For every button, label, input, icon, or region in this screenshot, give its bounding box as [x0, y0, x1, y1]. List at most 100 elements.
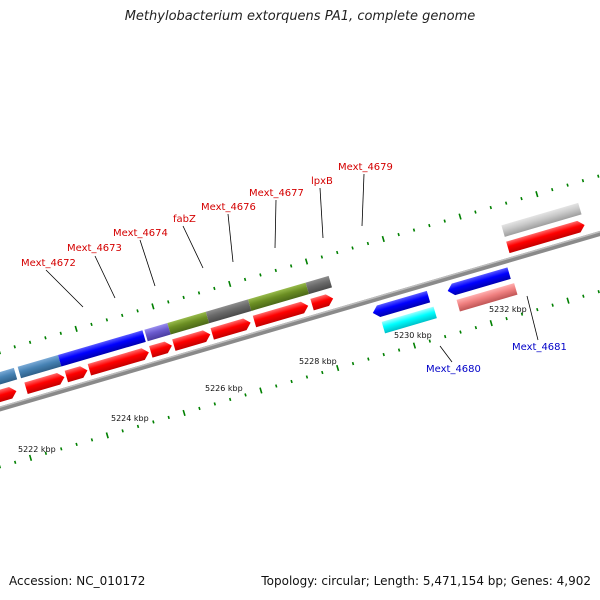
- gene-feature-mext-4679-gray: [305, 275, 332, 295]
- minor-tick: [167, 415, 170, 420]
- gene-feature-mext-4681-salmon: [456, 283, 518, 312]
- major-tick: [412, 342, 417, 349]
- minor-tick: [397, 348, 401, 352]
- gene-feature-fabz-slate: [144, 323, 171, 342]
- gene-label-mext-4680: Mext_4680: [426, 364, 481, 375]
- major-tick: [535, 191, 539, 198]
- minor-tick: [321, 370, 324, 375]
- minor-tick: [90, 438, 94, 442]
- minor-tick: [489, 205, 492, 210]
- backbone-highlight: [0, 166, 600, 449]
- minor-tick: [443, 219, 446, 223]
- minor-tick: [136, 424, 140, 429]
- gene-feature-steelblue-b: [17, 354, 62, 379]
- minor-tick: [59, 331, 62, 335]
- leader-line: [45, 269, 84, 308]
- minor-tick: [551, 187, 554, 192]
- major-tick: [259, 387, 263, 394]
- minor-tick: [274, 268, 277, 273]
- minor-tick: [121, 429, 124, 433]
- minor-tick: [121, 313, 124, 318]
- minor-tick: [597, 174, 600, 178]
- minor-tick: [152, 420, 155, 424]
- cds-arrow: [64, 366, 88, 383]
- kbp-label: 5222 kbp: [18, 445, 56, 454]
- accession-text: Accession: NC_010172: [9, 574, 146, 588]
- minor-tick: [0, 465, 2, 469]
- minor-tick: [136, 309, 139, 313]
- gene-feature-mext-4680-cyan: [381, 306, 437, 334]
- genome-stats-text: Topology: circular; Length: 5,471,154 bp…: [261, 574, 591, 588]
- gene-feature-steelblue-a: [0, 367, 18, 393]
- minor-tick: [382, 352, 385, 357]
- leader-line: [182, 225, 204, 269]
- gene-arrow-mext-4681: [447, 267, 511, 296]
- gene-feature-mext-4674-blue: [57, 330, 146, 367]
- major-tick: [304, 258, 309, 265]
- major-tick: [151, 303, 155, 310]
- minor-tick: [582, 294, 585, 298]
- kbp-label: 5228 kbp: [299, 357, 337, 366]
- minor-tick: [90, 322, 93, 327]
- kbp-label: 5232 kbp: [489, 305, 527, 314]
- minor-tick: [351, 361, 355, 366]
- gene-label-mext-4676: Mext_4676: [201, 202, 256, 213]
- cds-arrow: [210, 318, 251, 340]
- cds-arrow: [87, 348, 149, 376]
- gene-feature-lpxb-olive: [248, 282, 309, 311]
- cds-arrow: [310, 294, 334, 311]
- minor-tick: [60, 447, 63, 451]
- major-tick: [489, 320, 493, 327]
- minor-tick: [167, 300, 170, 304]
- minor-tick: [366, 241, 370, 246]
- minor-tick: [412, 228, 416, 232]
- gene-label-mext-4679: Mext_4679: [338, 162, 393, 173]
- minor-tick: [290, 379, 293, 384]
- major-tick: [28, 454, 33, 461]
- minor-tick: [520, 196, 523, 201]
- cds-arrow: [0, 387, 17, 410]
- leader-line: [227, 213, 234, 263]
- minor-tick: [213, 286, 216, 291]
- minor-tick: [197, 291, 201, 295]
- minor-tick: [13, 460, 17, 464]
- gene-label-mext-4674: Mext_4674: [113, 228, 168, 239]
- leader-line: [94, 255, 116, 299]
- minor-tick: [44, 451, 48, 456]
- minor-tick: [320, 255, 324, 259]
- major-tick: [566, 297, 570, 304]
- cds-arrow: [506, 220, 585, 254]
- minor-tick: [367, 357, 370, 361]
- major-tick: [105, 432, 109, 439]
- leader-line: [139, 239, 156, 287]
- minor-tick: [536, 307, 539, 312]
- gene-feature-mext-4676-olive: [167, 311, 210, 335]
- gene-label-lpxb: lpxB: [311, 176, 333, 187]
- minor-tick: [275, 384, 278, 388]
- leader-line: [526, 295, 539, 341]
- major-tick: [336, 364, 340, 372]
- minor-tick: [351, 246, 354, 250]
- leader-line: [274, 199, 277, 249]
- minor-tick: [182, 295, 185, 300]
- minor-tick: [428, 339, 431, 343]
- minor-tick: [75, 442, 78, 447]
- gene-label-mext-4681: Mext_4681: [512, 342, 567, 353]
- minor-tick: [428, 223, 431, 228]
- major-tick: [182, 409, 186, 417]
- minor-tick: [505, 316, 508, 321]
- map-title: Methylobacterium extorquens PA1, complet…: [124, 9, 476, 24]
- gene-label-mext-4672: Mext_4672: [21, 258, 76, 269]
- cds-arrow: [149, 341, 172, 358]
- kbp-label: 5230 kbp: [394, 331, 432, 340]
- cds-arrow: [172, 330, 211, 351]
- kbp-label: 5224 kbp: [111, 414, 149, 423]
- major-tick: [381, 235, 385, 243]
- minor-tick: [581, 178, 585, 183]
- minor-tick: [244, 393, 247, 397]
- minor-tick: [504, 201, 508, 205]
- minor-tick: [259, 273, 262, 277]
- tick-row-lower: [0, 290, 600, 469]
- minor-tick: [474, 210, 477, 214]
